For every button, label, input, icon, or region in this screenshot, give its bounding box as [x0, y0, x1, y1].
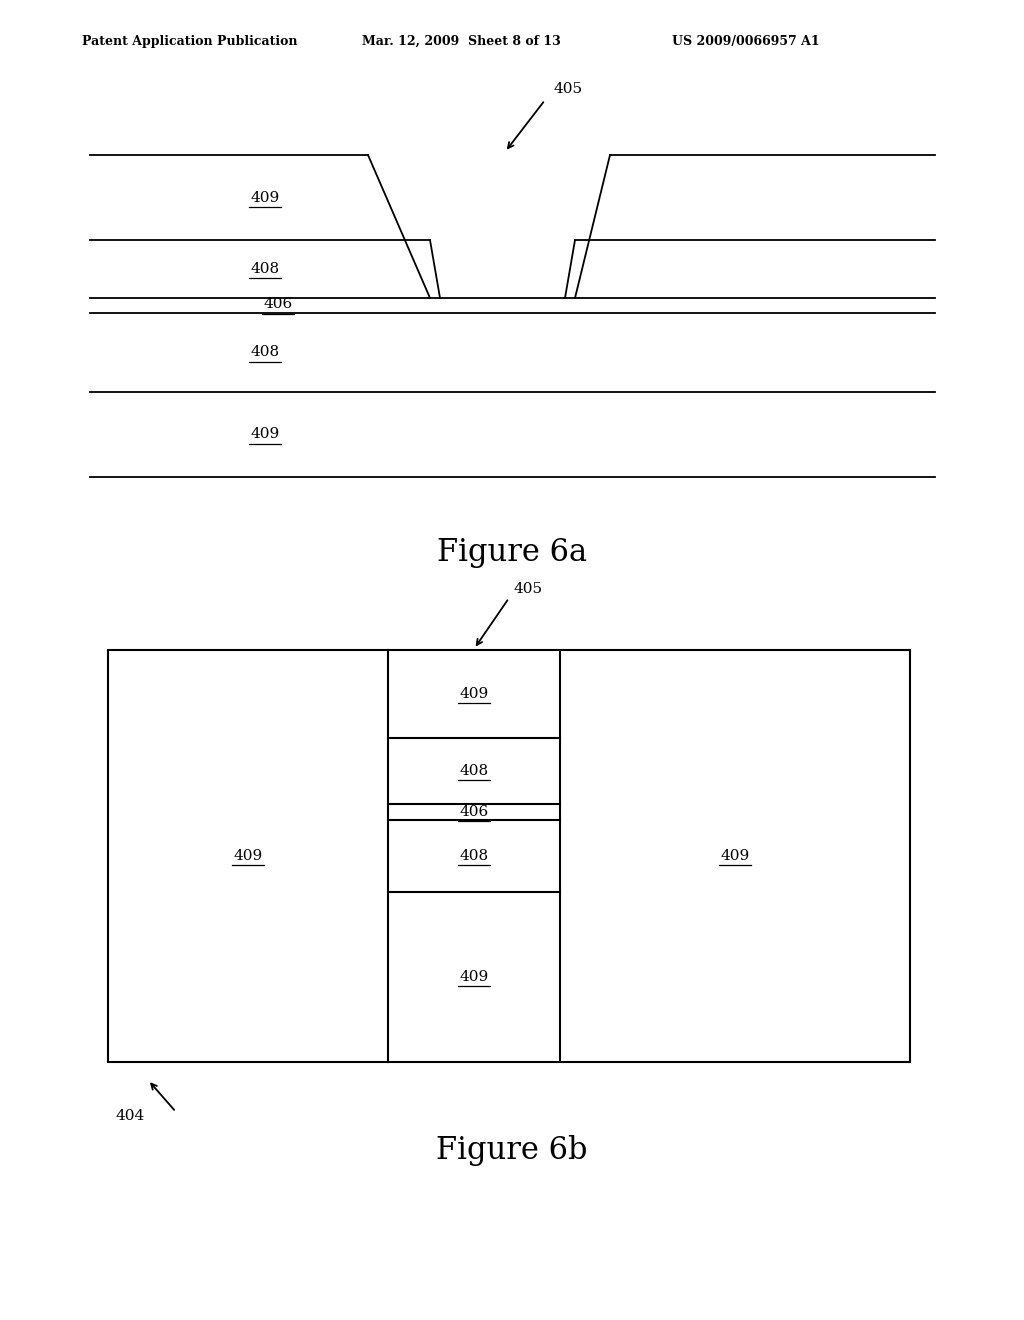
Text: 409: 409 — [251, 190, 280, 205]
Text: 409: 409 — [720, 849, 750, 863]
Text: US 2009/0066957 A1: US 2009/0066957 A1 — [672, 36, 819, 48]
Text: 409: 409 — [460, 970, 488, 983]
Text: 409: 409 — [233, 849, 262, 863]
Text: 406: 406 — [460, 805, 488, 818]
Text: Patent Application Publication: Patent Application Publication — [82, 36, 298, 48]
Bar — [108, 649, 910, 1063]
Text: 404: 404 — [115, 1109, 144, 1123]
Text: 406: 406 — [263, 297, 293, 312]
Text: 405: 405 — [514, 582, 543, 597]
Text: Figure 6a: Figure 6a — [437, 536, 587, 568]
Text: 409: 409 — [251, 428, 280, 441]
Text: 408: 408 — [251, 261, 280, 276]
Text: 408: 408 — [251, 346, 280, 359]
Text: 408: 408 — [460, 849, 488, 863]
Text: 409: 409 — [460, 686, 488, 701]
Text: 405: 405 — [553, 82, 582, 96]
Text: 408: 408 — [460, 764, 488, 777]
Text: Mar. 12, 2009  Sheet 8 of 13: Mar. 12, 2009 Sheet 8 of 13 — [362, 36, 561, 48]
Text: Figure 6b: Figure 6b — [436, 1134, 588, 1166]
